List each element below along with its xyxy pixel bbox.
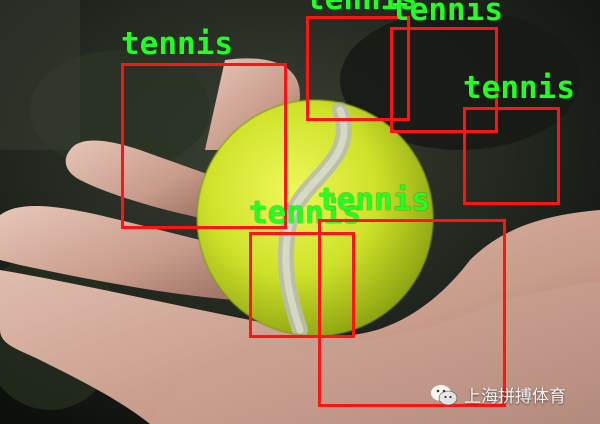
detection-box-5 [249,232,355,338]
wechat-icon [431,384,458,405]
detection-box-2 [306,16,410,121]
detection-label-5: tennis [249,195,361,231]
detection-label-3: tennis [391,0,503,28]
detection-label-1: tennis [121,26,233,62]
detection-box-4 [463,107,560,205]
watermark: 上海拼搏体育 [430,382,566,407]
detection-label-2: tennis [306,0,418,15]
detection-box-1 [121,63,287,229]
detection-label-4: tennis [463,70,575,106]
detection-label-6: tennis [318,182,430,218]
detection-box-3 [390,27,498,133]
detection-box-6 [318,219,506,407]
watermark-text: 上海拼搏体育 [464,387,566,407]
